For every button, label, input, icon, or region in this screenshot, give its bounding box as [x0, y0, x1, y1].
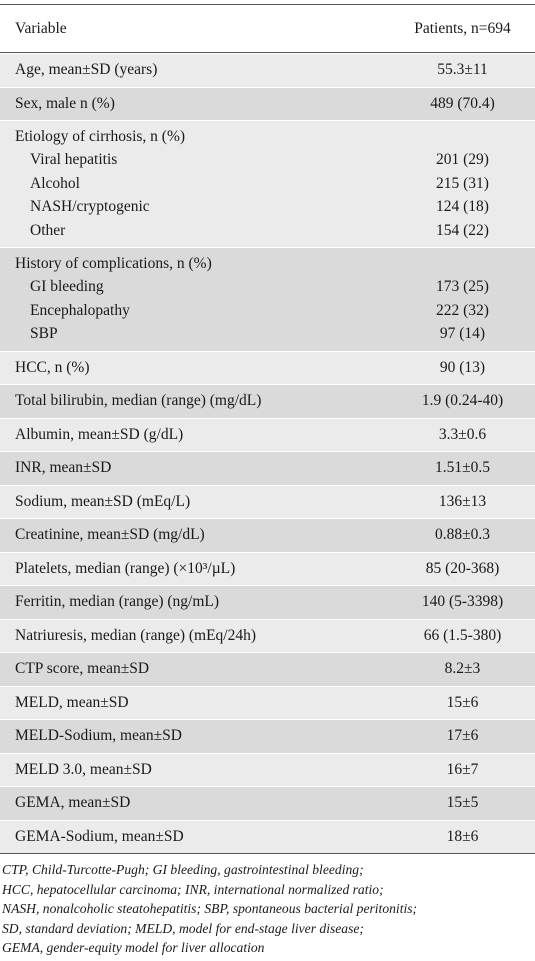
- table-row: Ferritin, median (range) (ng/mL) 140 (5-3…: [0, 585, 535, 619]
- label-cell: Age, mean±SD (years): [15, 61, 158, 79]
- value-cell: 17±6: [446, 727, 479, 745]
- value-cell: 0.88±0.3: [434, 526, 490, 544]
- table-row: Age, mean±SD (years) 55.3±11: [0, 53, 535, 87]
- value-cell: 85 (20-368): [425, 559, 500, 577]
- label-cell: MELD, mean±SD: [15, 693, 129, 711]
- sub-value: 173 (25): [436, 278, 489, 296]
- value-cell: 18±6: [446, 827, 479, 845]
- label-cell: Platelets, median (range) (×10³/µL): [15, 559, 236, 577]
- sub-value: 124 (18): [436, 198, 489, 216]
- sub-label: Alcohol: [30, 174, 80, 192]
- header-cell: Patients, n=694: [414, 19, 511, 37]
- value-cell: 16±7: [446, 760, 479, 778]
- table-row: Natriuresis, median (range) (mEq/24h) 66 …: [0, 618, 535, 653]
- table-row: GEMA-Sodium, mean±SD 18±6: [0, 819, 535, 854]
- table-row: MELD-Sodium, mean±SD 17±6: [0, 719, 535, 753]
- label-cell: INR, mean±SD: [15, 459, 112, 477]
- value-cell: 140 (5-3398): [421, 593, 504, 611]
- value-cell: 15±5: [446, 794, 479, 812]
- footnote-line: CTP, Child-Turcotte-Pugh; GI bleeding, g…: [2, 862, 364, 877]
- value-cell: 15±6: [446, 693, 479, 711]
- footnote-line: SD, standard deviation; MELD, model for …: [2, 920, 364, 936]
- value-cell: 8.2±3: [444, 660, 481, 678]
- header-cell: Variable: [15, 19, 67, 37]
- footnote: CTP, Child-Turcotte-Pugh; GI bleeding, g…: [2, 860, 417, 958]
- value-cell: 66 (1.5-380): [423, 626, 502, 644]
- value-cell: 136±13: [438, 492, 487, 510]
- table-row: Creatinine, mean±SD (mg/dL) 0.88±0.3: [0, 518, 535, 552]
- value-cell: 1.51±0.5: [434, 459, 490, 477]
- value-cell: 90 (13): [439, 358, 486, 376]
- table: Variable Patients, n=694 Age, mean±SD (y…: [0, 4, 535, 855]
- label-cell: CTP score, mean±SD: [15, 660, 150, 678]
- group-label: Etiology of cirrhosis, n (%): [15, 128, 186, 145]
- label-cell: Total bilirubin, median (range) (mg/dL): [15, 392, 262, 410]
- table-row: Platelets, median (range) (×10³/µL) 85 (2…: [0, 551, 535, 586]
- table-row: MELD, mean±SD 15±6: [0, 685, 535, 720]
- table-row: INR, mean±SD 1.51±0.5: [0, 451, 535, 485]
- value-cell: 55.3±11: [437, 61, 488, 79]
- footnote-line: GEMA, gender-equity model for liver allo…: [2, 940, 265, 956]
- label-cell: Albumin, mean±SD (g/dL): [15, 425, 184, 443]
- label-cell: GEMA-Sodium, mean±SD: [15, 827, 184, 845]
- label-cell: GEMA, mean±SD: [15, 794, 131, 812]
- value-cell: 201 (29) 215 (31) 124 (18) 154 (22): [390, 125, 535, 242]
- sub-label: Viral hepatitis: [30, 151, 118, 169]
- value-cell: 173 (25) 222 (32) 97 (14): [390, 252, 535, 346]
- label-cell: Natriuresis, median (range) (mEq/24h): [15, 626, 257, 644]
- sub-value: 154 (22): [436, 221, 489, 239]
- spacer: [390, 252, 535, 275]
- spacer: [390, 125, 535, 148]
- label-cell: MELD 3.0, mean±SD: [15, 760, 152, 778]
- sub-value: 201 (29): [436, 151, 489, 169]
- label-cell: Sodium, mean±SD (mEq/L): [15, 492, 191, 510]
- label-cell: Sex, male n (%): [15, 94, 115, 112]
- sub-label: SBP: [30, 325, 58, 343]
- label-cell: Ferritin, median (range) (ng/mL): [15, 593, 220, 611]
- sub-value: 97 (14): [439, 325, 486, 343]
- table-row: Sex, male n (%) 489 (70.4): [0, 86, 535, 120]
- sub-label: Other: [30, 221, 66, 239]
- sub-value: 215 (31): [436, 174, 489, 192]
- group-row: History of complications, n (%) GI bleedi…: [0, 246, 535, 351]
- label-cell: Etiology of cirrhosis, n (%) Viral hepati…: [0, 125, 390, 242]
- sub-label: GI bleeding: [30, 278, 104, 296]
- value-cell: 489 (70.4): [430, 94, 495, 112]
- value-cell: 1.9 (0.24-40): [421, 392, 504, 410]
- footnote-line: HCC, hepatocellular carcinoma; INR, inte…: [2, 881, 384, 897]
- value-cell: 3.3±0.6: [438, 425, 487, 443]
- table-row: MELD 3.0, mean±SD 16±7: [0, 752, 535, 787]
- label-cell: History of complications, n (%) GI bleedi…: [0, 252, 390, 346]
- sub-value: 222 (32): [436, 301, 489, 319]
- table-row: Total bilirubin, median (range) (mg/dL) 1…: [0, 384, 535, 418]
- table-row: Sodium, mean±SD (mEq/L) 136±13: [0, 484, 535, 519]
- group-label: History of complications, n (%): [15, 254, 212, 272]
- sub-label: NASH/cryptogenic: [30, 198, 150, 216]
- footnote-line: NASH, nonalcoholic steatohepatitis; SBP,…: [2, 901, 418, 917]
- sub-label: Encephalopathy: [30, 301, 130, 319]
- header-row: Variable Patients, n=694: [0, 5, 535, 53]
- group-row: Etiology of cirrhosis, n (%) Viral hepati…: [0, 120, 535, 247]
- label-cell: HCC, n (%): [15, 358, 90, 376]
- table-row: CTP score, mean±SD 8.2±3: [0, 652, 535, 686]
- table-row: HCC, n (%) 90 (13): [0, 350, 535, 385]
- table-row: Albumin, mean±SD (g/dL) 3.3±0.6: [0, 417, 535, 452]
- table-row: GEMA, mean±SD 15±5: [0, 786, 535, 820]
- label-cell: Creatinine, mean±SD (mg/dL): [15, 526, 205, 544]
- label-cell: MELD-Sodium, mean±SD: [15, 727, 182, 745]
